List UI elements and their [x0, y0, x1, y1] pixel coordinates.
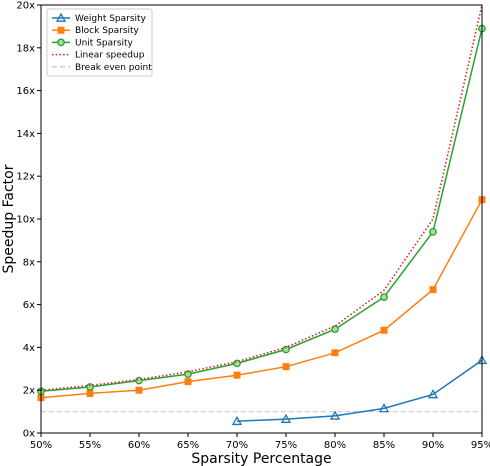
- unit-sparsity-point: [331, 325, 339, 334]
- legend-item-break-even-point: Break even point: [52, 63, 152, 73]
- x-tick-label: 95%: [471, 440, 490, 451]
- block-sparsity-point: [184, 378, 192, 386]
- legend-label: Weight Sparsity: [75, 14, 147, 24]
- legend-label: Break even point: [75, 63, 152, 73]
- weight-sparsity-point: [280, 413, 292, 423]
- x-tick-label: 65%: [177, 440, 199, 451]
- legend-item-linear-speedup: Linear speedup: [52, 51, 145, 61]
- y-tick-label: 2x: [23, 386, 35, 397]
- legend-label: Block Sparsity: [75, 26, 140, 36]
- x-tick-label: 70%: [226, 440, 248, 451]
- block-sparsity-point: [135, 386, 143, 394]
- block-sparsity-point: [233, 371, 241, 379]
- x-tick-label: 60%: [128, 440, 150, 451]
- weight-sparsity-point: [231, 415, 243, 426]
- legend-marker: [57, 26, 65, 34]
- legend-label: Unit Sparsity: [75, 38, 134, 48]
- x-tick-label: 80%: [324, 440, 346, 451]
- series-layer: [37, 4, 488, 426]
- y-tick-label: 16x: [16, 86, 35, 97]
- unit-sparsity-point: [86, 383, 94, 391]
- legend-box: [46, 8, 153, 77]
- y-tick-label: 20x: [16, 1, 35, 12]
- unit-sparsity-point: [380, 293, 388, 301]
- block-sparsity-point: [86, 389, 94, 397]
- unit-sparsity-point: [282, 345, 290, 354]
- y-axis-label: Speedup Factor: [1, 164, 17, 273]
- unit-sparsity-point: [429, 227, 437, 236]
- weight-sparsity-point: [427, 389, 439, 399]
- block-sparsity-point: [282, 363, 290, 371]
- y-tick-label: 14x: [16, 129, 35, 140]
- x-tick-label: 90%: [422, 440, 444, 451]
- unit-sparsity-series: [37, 24, 486, 396]
- y-tick-label: 8x: [23, 257, 35, 268]
- x-tick-label: 50%: [30, 440, 52, 451]
- unit-sparsity-point: [184, 370, 192, 378]
- y-tick-label: 18x: [16, 43, 35, 54]
- block-sparsity-point: [331, 349, 339, 357]
- x-tick-label: 75%: [275, 440, 297, 451]
- y-tick-label: 6x: [23, 300, 35, 311]
- legend: Weight Sparsity Block Sparsity Unit Sparsi…: [46, 8, 153, 77]
- y-tick-label: 12x: [16, 172, 35, 183]
- x-tick-label: 55%: [79, 440, 101, 451]
- legend-item-block-sparsity: Block Sparsity: [52, 26, 140, 36]
- y-tick-label: 4x: [23, 343, 35, 354]
- legend-marker: [55, 12, 67, 22]
- y-tick-label: 0x: [23, 429, 35, 440]
- x-axis-label: Sparsity Percentage: [191, 451, 331, 466]
- x-tick-label: 85%: [373, 440, 395, 451]
- legend-item-weight-sparsity: Weight Sparsity: [52, 12, 147, 24]
- block-sparsity-line: [40, 199, 483, 399]
- block-sparsity-point: [429, 286, 437, 294]
- legend-item-unit-sparsity: Unit Sparsity: [52, 38, 134, 48]
- unit-sparsity-line: [40, 28, 483, 393]
- legend-label: Linear speedup: [75, 51, 145, 61]
- y-tick-label: 10x: [16, 215, 35, 226]
- legend-marker: [57, 38, 65, 47]
- ticks-layer: 50% 55% 60% 65% 70% 75% 80% 85% 90% 95% 0x 2x 4x 6x 8x…: [16, 1, 490, 452]
- weight-sparsity-point: [378, 403, 390, 413]
- block-sparsity-point: [380, 326, 388, 334]
- block-sparsity-series: [37, 196, 486, 402]
- weight-sparsity-point: [329, 410, 341, 420]
- weight-sparsity-line: [236, 359, 483, 422]
